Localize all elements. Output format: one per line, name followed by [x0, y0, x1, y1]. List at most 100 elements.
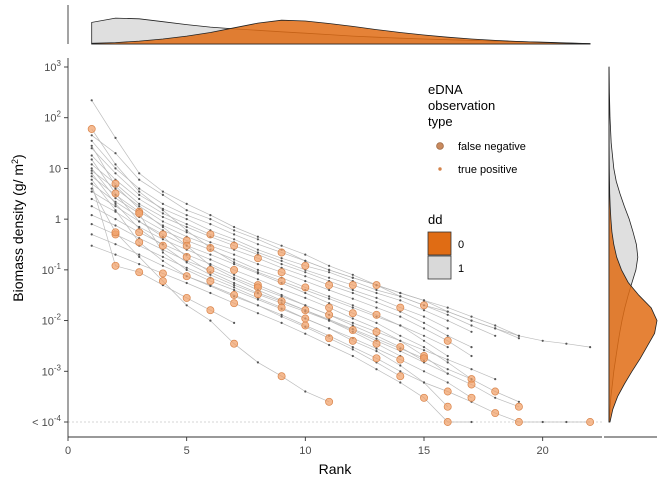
legend-fill-title: dd: [428, 212, 442, 227]
true-positive-point: [351, 304, 354, 307]
series-line: [91, 191, 472, 380]
main-plot-panel: [68, 99, 602, 426]
true-positive-point: [185, 223, 188, 226]
legend-false-negative-key: [436, 142, 444, 150]
y-tick-label: 102: [44, 110, 61, 125]
true-positive-point: [138, 193, 141, 196]
y-axis-title-sup: 2: [10, 159, 20, 164]
true-positive-point: [256, 248, 259, 251]
true-positive-point: [90, 99, 93, 102]
x-tick-label: 15: [418, 445, 430, 457]
true-positive-point: [351, 288, 354, 292]
true-positive-point: [375, 368, 378, 371]
true-positive-point: [328, 343, 331, 347]
true-positive-point: [90, 154, 93, 157]
true-positive-point: [138, 225, 141, 229]
false-negative-point: [301, 321, 310, 330]
false-negative-point: [325, 303, 334, 312]
true-positive-point: [138, 255, 141, 258]
true-positive-point: [90, 244, 93, 247]
true-positive-point: [517, 334, 521, 337]
true-positive-point: [233, 258, 236, 261]
true-positive-point: [470, 330, 473, 333]
true-positive-point: [422, 334, 426, 337]
true-positive-point: [446, 313, 449, 316]
false-negative-points: [87, 125, 595, 426]
series-line: [91, 128, 448, 348]
true-positive-point: [209, 319, 212, 322]
true-positive-point: [494, 327, 497, 330]
y-axis-ticks: < 10-4 10-3 10-2 10-1 1 10 102 103: [32, 59, 68, 429]
false-negative-point: [277, 277, 286, 286]
false-negative-point: [491, 387, 500, 396]
true-positive-point: [114, 253, 117, 256]
true-positive-point: [256, 251, 259, 254]
false-negative-point: [206, 230, 215, 239]
true-positive-point: [328, 271, 331, 274]
true-positive-point: [256, 243, 259, 246]
true-positive-point: [280, 259, 283, 262]
false-negative-point: [182, 241, 191, 250]
true-positive-point: [161, 202, 164, 205]
true-positive-point: [185, 304, 188, 307]
true-positive-point: [185, 225, 188, 229]
true-positive-point: [90, 205, 93, 208]
false-negative-point: [325, 281, 334, 290]
false-negative-point: [135, 209, 144, 218]
true-positive-point: [114, 167, 117, 170]
true-positive-point: [161, 212, 164, 215]
true-positive-point: [114, 202, 117, 205]
true-positive-point: [209, 273, 212, 276]
true-positive-point: [422, 309, 426, 312]
true-positive-point: [399, 381, 402, 384]
y-tick-label: < 10-4: [32, 414, 61, 429]
false-negative-point: [206, 244, 215, 252]
true-positive-point: [256, 235, 259, 238]
true-positive-point: [161, 190, 164, 193]
true-positive-point: [304, 253, 307, 256]
x-tick-label: 0: [65, 445, 71, 457]
true-positive-point: [328, 327, 331, 330]
true-positive-point: [233, 229, 236, 232]
true-positive-point: [209, 241, 212, 244]
legend: eDNA observation type false negative tru…: [427, 82, 526, 280]
true-positive-point: [351, 291, 354, 295]
false-negative-point: [491, 409, 500, 418]
true-positive-point: [185, 214, 188, 217]
false-negative-point: [586, 418, 595, 426]
true-positive-point: [446, 346, 449, 349]
true-positive-point: [90, 139, 93, 142]
true-positive-point: [280, 313, 283, 316]
true-positive-point: [161, 259, 164, 262]
true-positive-point: [565, 420, 568, 424]
true-positive-point: [90, 147, 93, 150]
true-positive-point: [399, 295, 402, 298]
false-negative-point: [158, 230, 167, 239]
true-positive-point: [494, 334, 497, 337]
true-positive-point: [209, 214, 212, 217]
true-positive-point: [185, 266, 188, 269]
true-positive-point: [304, 390, 307, 393]
true-positive-point: [209, 258, 212, 261]
false-negative-point: [253, 283, 262, 292]
true-positive-point: [351, 317, 354, 320]
true-positive-point: [375, 306, 378, 309]
true-positive-point: [138, 220, 141, 223]
true-positive-point: [138, 178, 141, 181]
series-line: [91, 147, 496, 337]
biomass-density-dd0: [608, 67, 658, 423]
true-positive-point: [399, 334, 402, 337]
true-positive-point: [256, 361, 259, 364]
false-negative-point: [372, 339, 381, 348]
true-positive-point: [351, 276, 354, 279]
true-positive-point: [185, 261, 188, 264]
legend-true-positive-key: [438, 167, 442, 171]
false-negative-point: [230, 339, 239, 348]
true-positive-point: [185, 209, 188, 212]
false-negative-point: [182, 272, 191, 281]
false-negative-point: [372, 354, 381, 363]
x-axis-ticks: 0 5 10 15 20: [65, 437, 549, 457]
true-positive-point: [233, 273, 236, 276]
true-positive-point: [399, 324, 402, 327]
